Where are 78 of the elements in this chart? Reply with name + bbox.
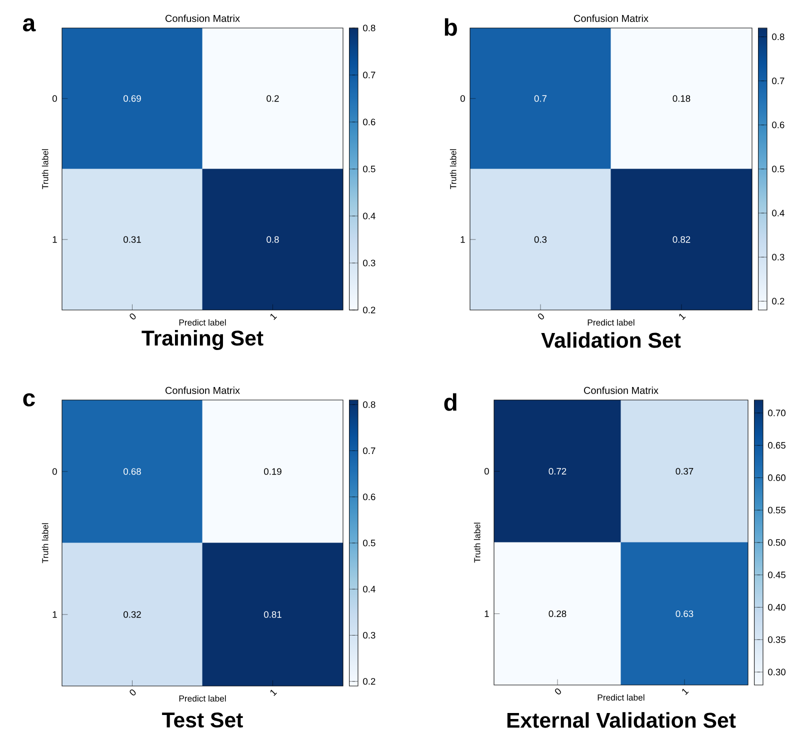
text: Validation Set [541, 332, 681, 348]
text: External Validation Set [507, 712, 736, 728]
color-bar-label: 0.70 [768, 410, 786, 416]
color-bar-label: 0.2 [772, 298, 784, 304]
x-axis-title: Predict label [598, 694, 644, 701]
y-axis-title: Truth label [42, 523, 48, 564]
color-bar-label: 0.4 [363, 212, 376, 220]
color-bar-label: 0.5 [363, 540, 376, 546]
color-bar-label: 0.40 [768, 604, 786, 611]
color-bar-label: 0.3 [363, 260, 376, 266]
x-tick-label: 0 [555, 688, 561, 694]
x-axis-title: Predict label [179, 695, 226, 702]
chart-title: Confusion Matrix [574, 14, 648, 22]
color-bar-label: 0.35 [768, 636, 786, 643]
color-bar-label: 0.6 [363, 494, 376, 500]
data-label: 0.82 [672, 236, 690, 243]
data-label: 0.19 [264, 468, 282, 475]
y-tick-label: 0 [52, 95, 57, 102]
color-bar-label: 0.4 [772, 210, 784, 216]
color-bar-label: 0.6 [772, 122, 784, 128]
data-label: 0.28 [548, 610, 566, 618]
data-label: 0.63 [676, 610, 694, 618]
color-bar-label: 0.2 [363, 306, 376, 314]
x-tick-label: 1 [679, 314, 686, 320]
color-bar-label: 0.4 [363, 586, 376, 592]
data-label: 0.81 [264, 611, 282, 618]
color-bar-label: 0.45 [768, 572, 786, 578]
text: Training Set [142, 330, 264, 350]
text: c [23, 393, 35, 406]
chart-title: Confusion Matrix [165, 386, 240, 394]
data-label: 0.7 [534, 95, 547, 102]
y-axis-title: Truth label [42, 149, 48, 190]
text: d [444, 393, 456, 411]
color-bar-label: 0.65 [768, 442, 786, 449]
data-label: 0.32 [124, 611, 141, 618]
x-tick-label: 0 [130, 689, 136, 696]
color-bar-label: 0.2 [363, 678, 376, 685]
color-bar-label: 0.6 [363, 118, 376, 126]
text: Test Set [162, 712, 243, 728]
color-bar-label: 0.5 [363, 166, 376, 172]
color-bar-label: 0.8 [772, 34, 784, 40]
x-tick-label: 0 [538, 313, 544, 320]
color-bar-label: 0.7 [363, 72, 376, 78]
y-axis-title: Truth label [474, 522, 480, 563]
color-bar-label: 0.3 [363, 632, 376, 639]
x-axis-title: Predict label [588, 319, 634, 326]
data-label: 0.18 [672, 95, 690, 102]
y-axis-title: Truth label [450, 149, 456, 190]
x-axis-title: Predict label [179, 319, 226, 326]
color-bar-label: 0.8 [363, 401, 376, 408]
color-bar-label: 0.7 [772, 78, 784, 84]
data-label: 0.8 [266, 236, 279, 243]
data-label: 0.2 [266, 95, 279, 102]
data-label: 0.69 [124, 95, 141, 102]
x-tick-label: 1 [270, 314, 277, 320]
x-tick-label: 1 [682, 688, 689, 695]
color-bar-label: 0.60 [768, 474, 786, 482]
chart-title: Confusion Matrix [165, 14, 240, 22]
color-bar-label: 0.55 [768, 506, 786, 514]
data-label: 0.3 [534, 236, 547, 243]
color-bar-label: 0.3 [772, 254, 784, 260]
text: b [444, 18, 457, 36]
color-bar-label: 0.30 [768, 668, 786, 676]
y-tick-label: 1 [52, 611, 57, 618]
color-bar-label: 0.7 [363, 447, 376, 454]
text: a [22, 18, 36, 32]
x-tick-label: 0 [130, 313, 136, 320]
y-tick-label: 1 [52, 236, 57, 243]
data-label: 0.68 [124, 468, 141, 475]
color-bar-label: 0.8 [363, 24, 376, 32]
color-bar-label: 0.5 [772, 166, 784, 172]
color-bar-label: 0.50 [768, 539, 786, 546]
data-label: 0.72 [548, 468, 566, 475]
data-label: 0.31 [124, 236, 141, 243]
y-tick-label: 0 [52, 468, 57, 475]
chart-title: Confusion Matrix [584, 386, 658, 394]
data-label: 0.37 [676, 468, 694, 475]
x-tick-label: 1 [270, 690, 277, 696]
